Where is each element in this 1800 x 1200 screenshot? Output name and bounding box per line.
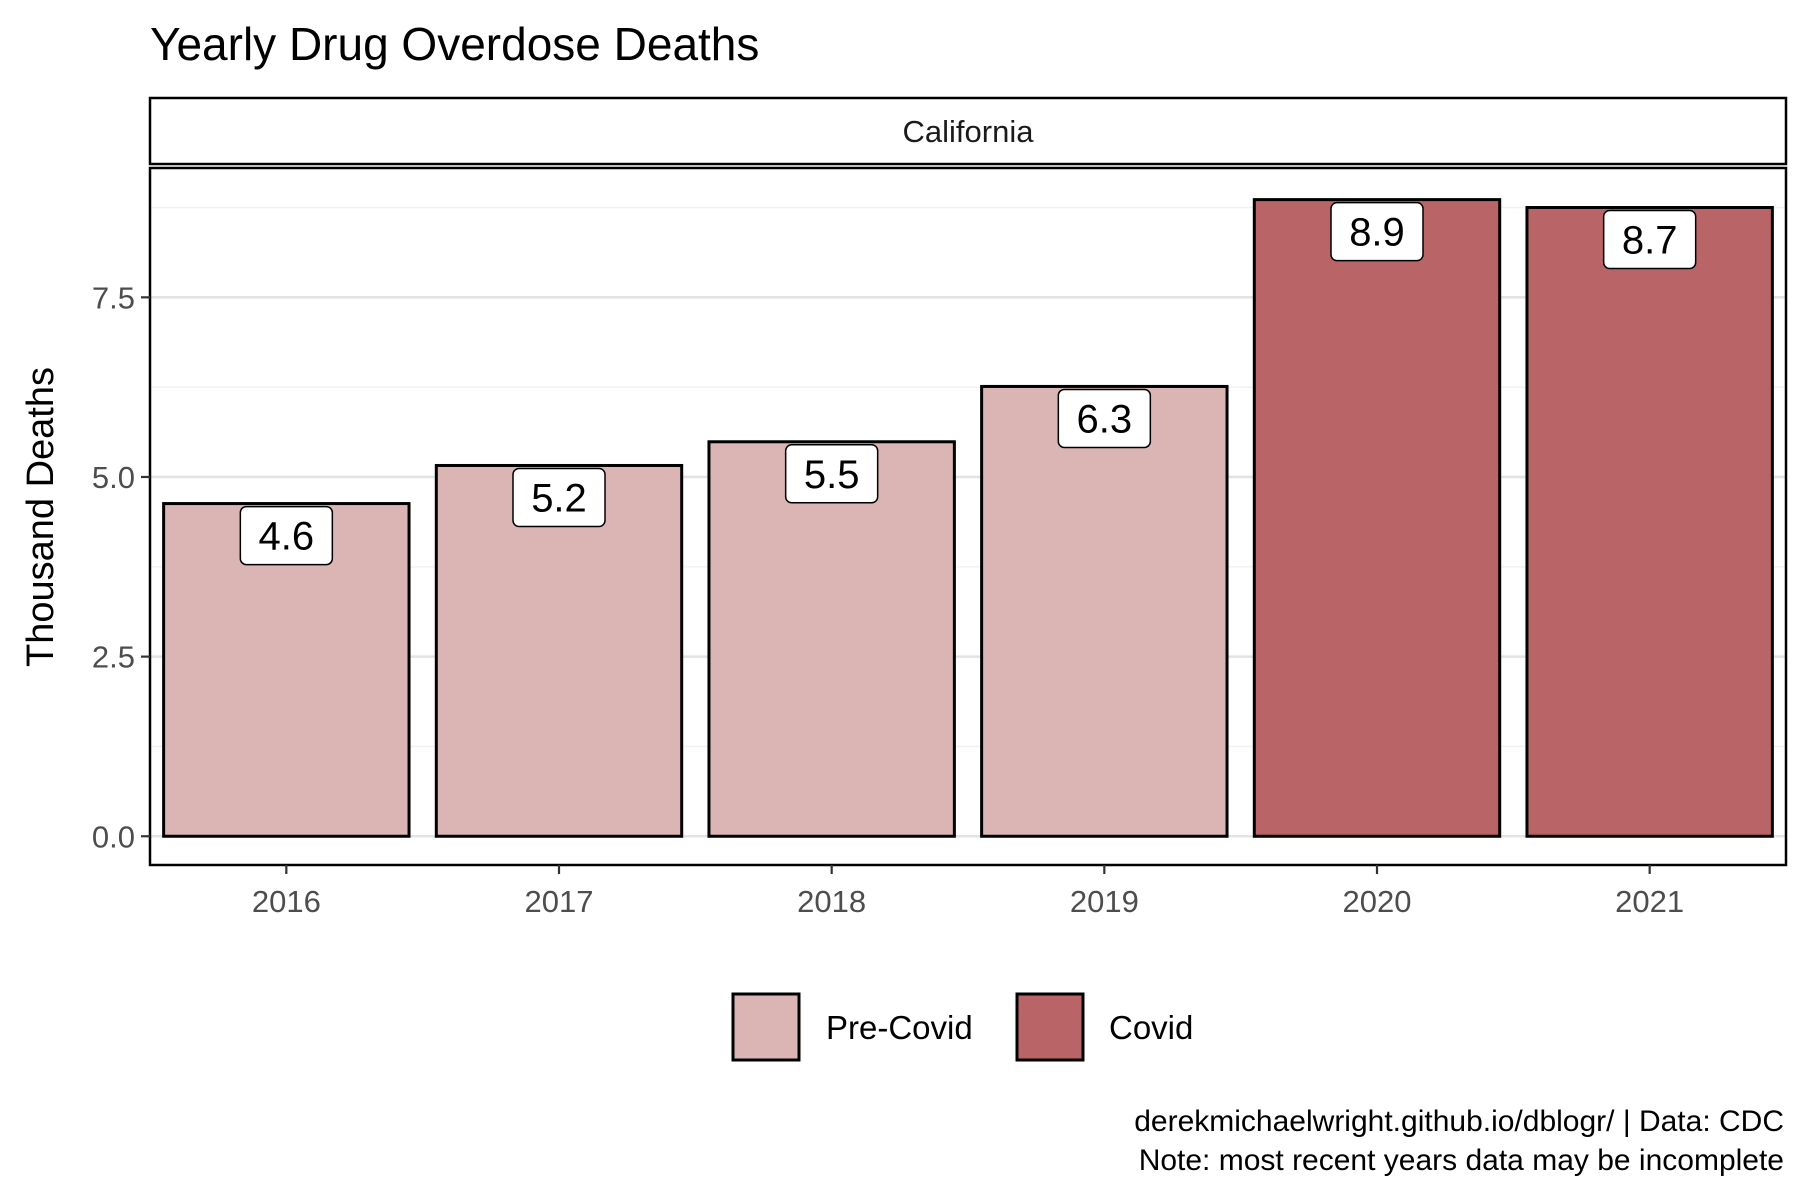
bar-2020 [1252, 198, 1502, 838]
x-tick-label-2020: 2020 [1343, 884, 1412, 919]
bars: 4.6 5.2 5.5 6.3 8.9 8.7 [162, 198, 1774, 838]
caption-line-1: derekmichaelwright.github.io/dblogr/ | D… [1134, 1105, 1784, 1138]
y-tick-label: 0.0 [92, 819, 135, 854]
x-tick-label-2016: 2016 [252, 884, 321, 919]
plot-panel [150, 168, 1786, 865]
y-axis-title: Thousand Deaths [20, 367, 62, 667]
legend-key-pre-covid [731, 992, 801, 1062]
data-label-box-2021 [1602, 209, 1697, 270]
legend: Pre-Covid Covid [731, 992, 1193, 1062]
data-label-box-2018 [784, 444, 879, 504]
x-tick-label-2021: 2021 [1615, 884, 1684, 919]
x-tick-label-2018: 2018 [797, 884, 866, 919]
bar-2019 [980, 384, 1229, 838]
data-label-box-2020 [1330, 201, 1424, 262]
y-axis: 0.0 2.5 5.0 7.5 [92, 280, 150, 854]
chart-title: Yearly Drug Overdose Deaths [150, 18, 759, 70]
bar-2017 [434, 463, 684, 838]
plot-panel-border [148, 166, 1788, 867]
data-label-2020: 8.9 [1349, 211, 1405, 255]
y-tick-label: 7.5 [92, 280, 135, 315]
facet-strip [148, 96, 1788, 166]
gridlines [150, 206, 1786, 838]
data-label-box-2017 [512, 467, 606, 528]
data-label-2016: 4.6 [259, 515, 315, 559]
x-axis: 2016 2017 2018 2019 2020 2021 [252, 865, 1684, 919]
bar-2021 [1525, 206, 1774, 838]
bar-2018 [707, 440, 956, 838]
x-tick-label-2019: 2019 [1070, 884, 1139, 919]
facet-strip-label: California [903, 114, 1035, 149]
legend-label-pre-covid: Pre-Covid [826, 1009, 973, 1046]
caption-line-2: Note: most recent years data may be inco… [1139, 1144, 1784, 1177]
data-label-2021: 8.7 [1622, 219, 1678, 263]
data-label-2019: 6.3 [1077, 397, 1133, 441]
x-tick-label-2017: 2017 [525, 884, 594, 919]
data-label-2017: 5.2 [531, 476, 587, 520]
y-tick-label: 2.5 [92, 640, 135, 675]
data-label-2018: 5.5 [804, 453, 860, 497]
data-label-box-2019 [1057, 388, 1152, 449]
legend-label-covid: Covid [1109, 1009, 1193, 1046]
legend-key-covid [1015, 992, 1085, 1062]
y-tick-label: 5.0 [92, 460, 135, 495]
data-label-box-2016 [239, 505, 334, 566]
